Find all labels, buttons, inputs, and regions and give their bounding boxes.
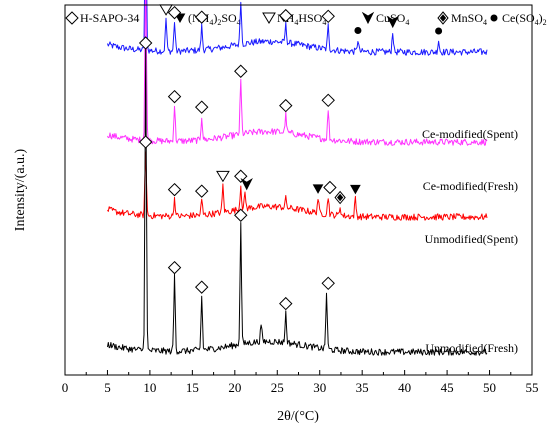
x-tick-label-35: 35 bbox=[356, 380, 369, 395]
marker-open-diamond-unmodified-fresh bbox=[234, 208, 248, 222]
x-tick-label-5: 5 bbox=[104, 380, 111, 395]
legend-label-mnso4: MnSO4 bbox=[451, 11, 487, 27]
x-tick-label-30: 30 bbox=[313, 380, 326, 395]
x-tick-label-10: 10 bbox=[143, 380, 156, 395]
trace-unmodified-spent bbox=[107, 151, 488, 221]
marker-open-diamond-ce-modified-fresh bbox=[194, 100, 209, 114]
marker-solid-chevron-unmodified-spent bbox=[240, 177, 253, 191]
marker-open-diamond-ce-modified-fresh bbox=[321, 93, 335, 108]
marker-open-diamond-unmodified-fresh bbox=[138, 36, 153, 50]
curve-label-unmodified-fresh: Unmodified(Fresh) bbox=[425, 341, 518, 355]
marker-solid-chevron-ce-modified-spent bbox=[386, 15, 399, 29]
x-tick-label-40: 40 bbox=[398, 380, 411, 395]
x-axis-title: 2θ/(°C) bbox=[277, 409, 319, 424]
marker-solid-down-triangle-unmodified-spent bbox=[312, 184, 324, 194]
legend-label-h-sapo-34: H-SAPO-34 bbox=[80, 11, 139, 25]
marker-open-diamond-unmodified-fresh bbox=[321, 276, 335, 291]
x-tick-label-0: 0 bbox=[62, 380, 69, 395]
x-tick-label-25: 25 bbox=[271, 380, 284, 395]
marker-open-diamond-ce-modified-fresh bbox=[167, 89, 182, 104]
trace-ce-modified-fresh bbox=[107, 0, 488, 146]
x-tick-label-20: 20 bbox=[228, 380, 241, 395]
legend-marker-dotted-diamond bbox=[437, 11, 449, 25]
marker-open-diamond-unmodified-spent bbox=[234, 169, 248, 183]
y-axis-title: Intensity/(a.u.) bbox=[13, 148, 28, 231]
trace-unmodified-fresh bbox=[107, 48, 488, 356]
marker-open-diamond-ce-modified-fresh bbox=[279, 98, 293, 113]
trace-ce-modified-spent bbox=[107, 0, 488, 56]
x-tick-label-45: 45 bbox=[441, 380, 454, 395]
legend-marker-open-diamond bbox=[65, 11, 79, 25]
marker-open-diamond-ce-modified-spent bbox=[321, 9, 335, 24]
legend-label-ce-so4-2: Ce(SO4)2 bbox=[502, 11, 547, 27]
curve-labels: Ce-modified(Spent) Ce-modified(Fresh) Unmo… bbox=[422, 127, 518, 355]
marker-open-diamond-unmodified-fresh bbox=[167, 260, 182, 275]
x-axis: 0 5 10 15 20 25 30 35 40 45 50 55 bbox=[62, 370, 539, 395]
marker-open-diamond-unmodified-fresh bbox=[279, 296, 293, 311]
marker-dotted-diamond-unmodified-spent bbox=[334, 190, 346, 205]
legend-marker-open-down-triangle bbox=[262, 12, 276, 24]
marker-solid-circle-ce-modified-spent bbox=[354, 27, 362, 35]
legend-label-cuso4: CuSO4 bbox=[376, 11, 409, 27]
marker-open-diamond-unmodified-spent bbox=[194, 184, 209, 198]
x-tick-label-15: 15 bbox=[186, 380, 199, 395]
curve-label-ce-modified-spent: Ce-modified(Spent) bbox=[422, 127, 518, 141]
x-tick-label-50: 50 bbox=[483, 380, 496, 395]
marker-open-down-triangle-unmodified-spent bbox=[216, 170, 230, 183]
marker-open-diamond-ce-modified-fresh bbox=[234, 64, 248, 78]
marker-open-diamond-unmodified-spent bbox=[323, 180, 337, 195]
marker-open-diamond-unmodified-spent bbox=[138, 135, 153, 149]
marker-solid-circle-ce-modified-spent bbox=[435, 27, 443, 35]
curve-label-ce-modified-fresh: Ce-modified(Fresh) bbox=[423, 179, 518, 193]
legend-marker-solid-circle bbox=[490, 14, 498, 22]
legend: H-SAPO-34(NH4)2SO4NH4HSO4CuSO4MnSO4Ce(SO… bbox=[65, 11, 547, 27]
marker-open-diamond-unmodified-spent bbox=[167, 182, 182, 197]
marker-open-diamond-ce-modified-spent bbox=[167, 5, 182, 20]
x-tick-label-55: 55 bbox=[526, 380, 539, 395]
marker-open-diamond-unmodified-fresh bbox=[194, 280, 209, 294]
xrd-traces bbox=[107, 0, 488, 356]
legend-marker-solid-chevron bbox=[361, 11, 375, 25]
marker-open-diamond-ce-modified-spent bbox=[194, 10, 209, 24]
marker-solid-down-triangle-unmodified-spent bbox=[350, 184, 361, 195]
legend-label-nh4-2so4: (NH4)2SO4 bbox=[188, 11, 241, 27]
curve-label-unmodified-spent: Unmodified(Spent) bbox=[425, 232, 518, 246]
peak-markers bbox=[138, 4, 443, 311]
marker-open-diamond-ce-modified-spent bbox=[279, 8, 293, 23]
